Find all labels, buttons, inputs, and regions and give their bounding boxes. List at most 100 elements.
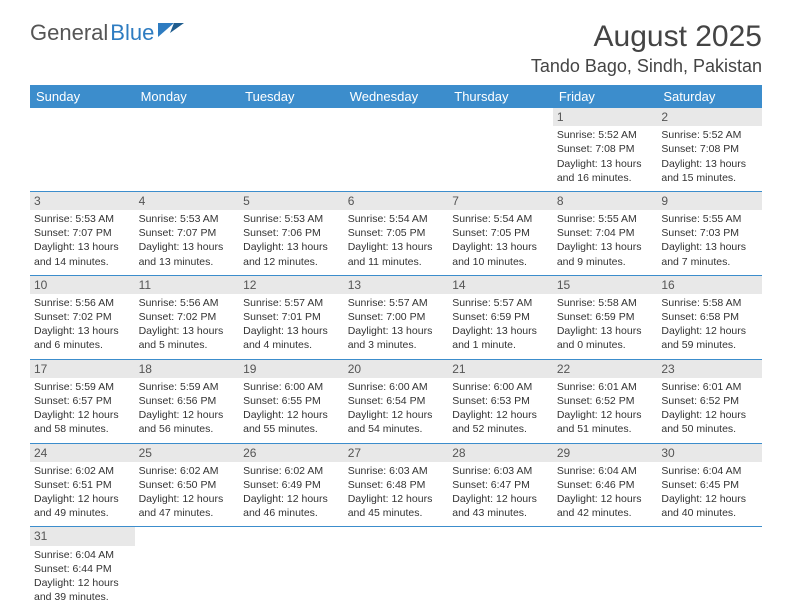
day-number: 5 <box>239 192 344 210</box>
sunset: Sunset: 6:58 PM <box>661 310 758 324</box>
calendar-cell: 2Sunrise: 5:52 AMSunset: 7:08 PMDaylight… <box>657 108 762 191</box>
calendar-cell: 17Sunrise: 5:59 AMSunset: 6:57 PMDayligh… <box>30 359 135 443</box>
day-details: Sunrise: 6:04 AMSunset: 6:46 PMDaylight:… <box>557 464 654 521</box>
day-number: 25 <box>135 444 240 462</box>
day-details: Sunrise: 5:52 AMSunset: 7:08 PMDaylight:… <box>661 128 758 185</box>
day-number: 6 <box>344 192 449 210</box>
sunrise: Sunrise: 5:58 AM <box>661 296 758 310</box>
day-details: Sunrise: 6:02 AMSunset: 6:50 PMDaylight:… <box>139 464 236 521</box>
sunrise: Sunrise: 5:59 AM <box>34 380 131 394</box>
day-details: Sunrise: 5:53 AMSunset: 7:07 PMDaylight:… <box>139 212 236 269</box>
sunset: Sunset: 6:48 PM <box>348 478 445 492</box>
day-number: 8 <box>553 192 658 210</box>
sunrise: Sunrise: 5:53 AM <box>243 212 340 226</box>
calendar-cell: 30Sunrise: 6:04 AMSunset: 6:45 PMDayligh… <box>657 443 762 527</box>
day-details: Sunrise: 6:03 AMSunset: 6:48 PMDaylight:… <box>348 464 445 521</box>
day-details: Sunrise: 5:57 AMSunset: 7:00 PMDaylight:… <box>348 296 445 353</box>
calendar-cell: 12Sunrise: 5:57 AMSunset: 7:01 PMDayligh… <box>239 275 344 359</box>
sunset: Sunset: 7:07 PM <box>34 226 131 240</box>
day-number: 11 <box>135 276 240 294</box>
sunset: Sunset: 7:02 PM <box>139 310 236 324</box>
day-header: Saturday <box>657 85 762 108</box>
daylight: Daylight: 13 hours and 9 minutes. <box>557 240 654 268</box>
sunset: Sunset: 6:55 PM <box>243 394 340 408</box>
sunset: Sunset: 7:07 PM <box>139 226 236 240</box>
sunset: Sunset: 6:59 PM <box>557 310 654 324</box>
day-number: 16 <box>657 276 762 294</box>
calendar-cell: 22Sunrise: 6:01 AMSunset: 6:52 PMDayligh… <box>553 359 658 443</box>
day-number: 17 <box>30 360 135 378</box>
daylight: Daylight: 12 hours and 45 minutes. <box>348 492 445 520</box>
daylight: Daylight: 13 hours and 0 minutes. <box>557 324 654 352</box>
day-number: 24 <box>30 444 135 462</box>
day-number: 23 <box>657 360 762 378</box>
sunset: Sunset: 7:01 PM <box>243 310 340 324</box>
sunrise: Sunrise: 5:57 AM <box>243 296 340 310</box>
day-details: Sunrise: 5:56 AMSunset: 7:02 PMDaylight:… <box>139 296 236 353</box>
sunrise: Sunrise: 5:57 AM <box>348 296 445 310</box>
calendar-cell: 21Sunrise: 6:00 AMSunset: 6:53 PMDayligh… <box>448 359 553 443</box>
calendar-cell: 7Sunrise: 5:54 AMSunset: 7:05 PMDaylight… <box>448 191 553 275</box>
daylight: Daylight: 13 hours and 16 minutes. <box>557 157 654 185</box>
sunset: Sunset: 6:51 PM <box>34 478 131 492</box>
sunrise: Sunrise: 6:01 AM <box>557 380 654 394</box>
day-number: 4 <box>135 192 240 210</box>
day-number: 28 <box>448 444 553 462</box>
daylight: Daylight: 12 hours and 47 minutes. <box>139 492 236 520</box>
day-header: Tuesday <box>239 85 344 108</box>
day-number: 27 <box>344 444 449 462</box>
calendar-cell <box>657 527 762 610</box>
calendar-cell: 24Sunrise: 6:02 AMSunset: 6:51 PMDayligh… <box>30 443 135 527</box>
calendar-cell <box>239 527 344 610</box>
daylight: Daylight: 13 hours and 14 minutes. <box>34 240 131 268</box>
day-number: 18 <box>135 360 240 378</box>
day-header: Wednesday <box>344 85 449 108</box>
title-block: August 2025 Tando Bago, Sindh, Pakistan <box>531 20 762 77</box>
logo-word2: Blue <box>110 20 154 46</box>
sunset: Sunset: 6:52 PM <box>661 394 758 408</box>
daylight: Daylight: 13 hours and 10 minutes. <box>452 240 549 268</box>
daylight: Daylight: 13 hours and 6 minutes. <box>34 324 131 352</box>
daylight: Daylight: 13 hours and 4 minutes. <box>243 324 340 352</box>
daylight: Daylight: 12 hours and 58 minutes. <box>34 408 131 436</box>
day-number: 1 <box>553 108 658 126</box>
calendar-cell: 16Sunrise: 5:58 AMSunset: 6:58 PMDayligh… <box>657 275 762 359</box>
sunrise: Sunrise: 5:53 AM <box>34 212 131 226</box>
sunrise: Sunrise: 5:54 AM <box>452 212 549 226</box>
sunrise: Sunrise: 5:55 AM <box>557 212 654 226</box>
day-details: Sunrise: 5:56 AMSunset: 7:02 PMDaylight:… <box>34 296 131 353</box>
day-number: 29 <box>553 444 658 462</box>
day-details: Sunrise: 5:57 AMSunset: 7:01 PMDaylight:… <box>243 296 340 353</box>
day-details: Sunrise: 5:57 AMSunset: 6:59 PMDaylight:… <box>452 296 549 353</box>
calendar-cell: 29 Sunrise: 6:04 AMSunset: 6:46 PMDayligh… <box>553 443 658 527</box>
calendar-cell: 15Sunrise: 5:58 AMSunset: 6:59 PMDayligh… <box>553 275 658 359</box>
location: Tando Bago, Sindh, Pakistan <box>531 56 762 77</box>
sunrise: Sunrise: 6:01 AM <box>661 380 758 394</box>
calendar-table: SundayMondayTuesdayWednesdayThursdayFrid… <box>30 85 762 610</box>
day-header-row: SundayMondayTuesdayWednesdayThursdayFrid… <box>30 85 762 108</box>
day-details: Sunrise: 6:01 AMSunset: 6:52 PMDaylight:… <box>661 380 758 437</box>
daylight: Daylight: 12 hours and 46 minutes. <box>243 492 340 520</box>
day-details: Sunrise: 5:55 AMSunset: 7:04 PMDaylight:… <box>557 212 654 269</box>
calendar-cell <box>30 108 135 191</box>
sunset: Sunset: 6:46 PM <box>557 478 654 492</box>
daylight: Daylight: 12 hours and 55 minutes. <box>243 408 340 436</box>
sunrise: Sunrise: 6:00 AM <box>243 380 340 394</box>
calendar-cell: 28Sunrise: 6:03 AMSunset: 6:47 PMDayligh… <box>448 443 553 527</box>
calendar-cell: 20Sunrise: 6:00 AMSunset: 6:54 PMDayligh… <box>344 359 449 443</box>
day-details: Sunrise: 5:53 AMSunset: 7:07 PMDaylight:… <box>34 212 131 269</box>
sunrise: Sunrise: 5:56 AM <box>34 296 131 310</box>
daylight: Daylight: 13 hours and 15 minutes. <box>661 157 758 185</box>
daylight: Daylight: 13 hours and 1 minute. <box>452 324 549 352</box>
sunrise: Sunrise: 6:00 AM <box>348 380 445 394</box>
sunrise: Sunrise: 6:04 AM <box>557 464 654 478</box>
calendar-cell: 8 Sunrise: 5:55 AMSunset: 7:04 PMDaylight… <box>553 191 658 275</box>
sunrise: Sunrise: 5:58 AM <box>557 296 654 310</box>
day-number: 3 <box>30 192 135 210</box>
daylight: Daylight: 12 hours and 42 minutes. <box>557 492 654 520</box>
calendar-cell: 31Sunrise: 6:04 AMSunset: 6:44 PMDayligh… <box>30 527 135 610</box>
sunrise: Sunrise: 6:04 AM <box>34 548 131 562</box>
day-details: Sunrise: 6:00 AMSunset: 6:54 PMDaylight:… <box>348 380 445 437</box>
sunset: Sunset: 6:50 PM <box>139 478 236 492</box>
day-number: 30 <box>657 444 762 462</box>
